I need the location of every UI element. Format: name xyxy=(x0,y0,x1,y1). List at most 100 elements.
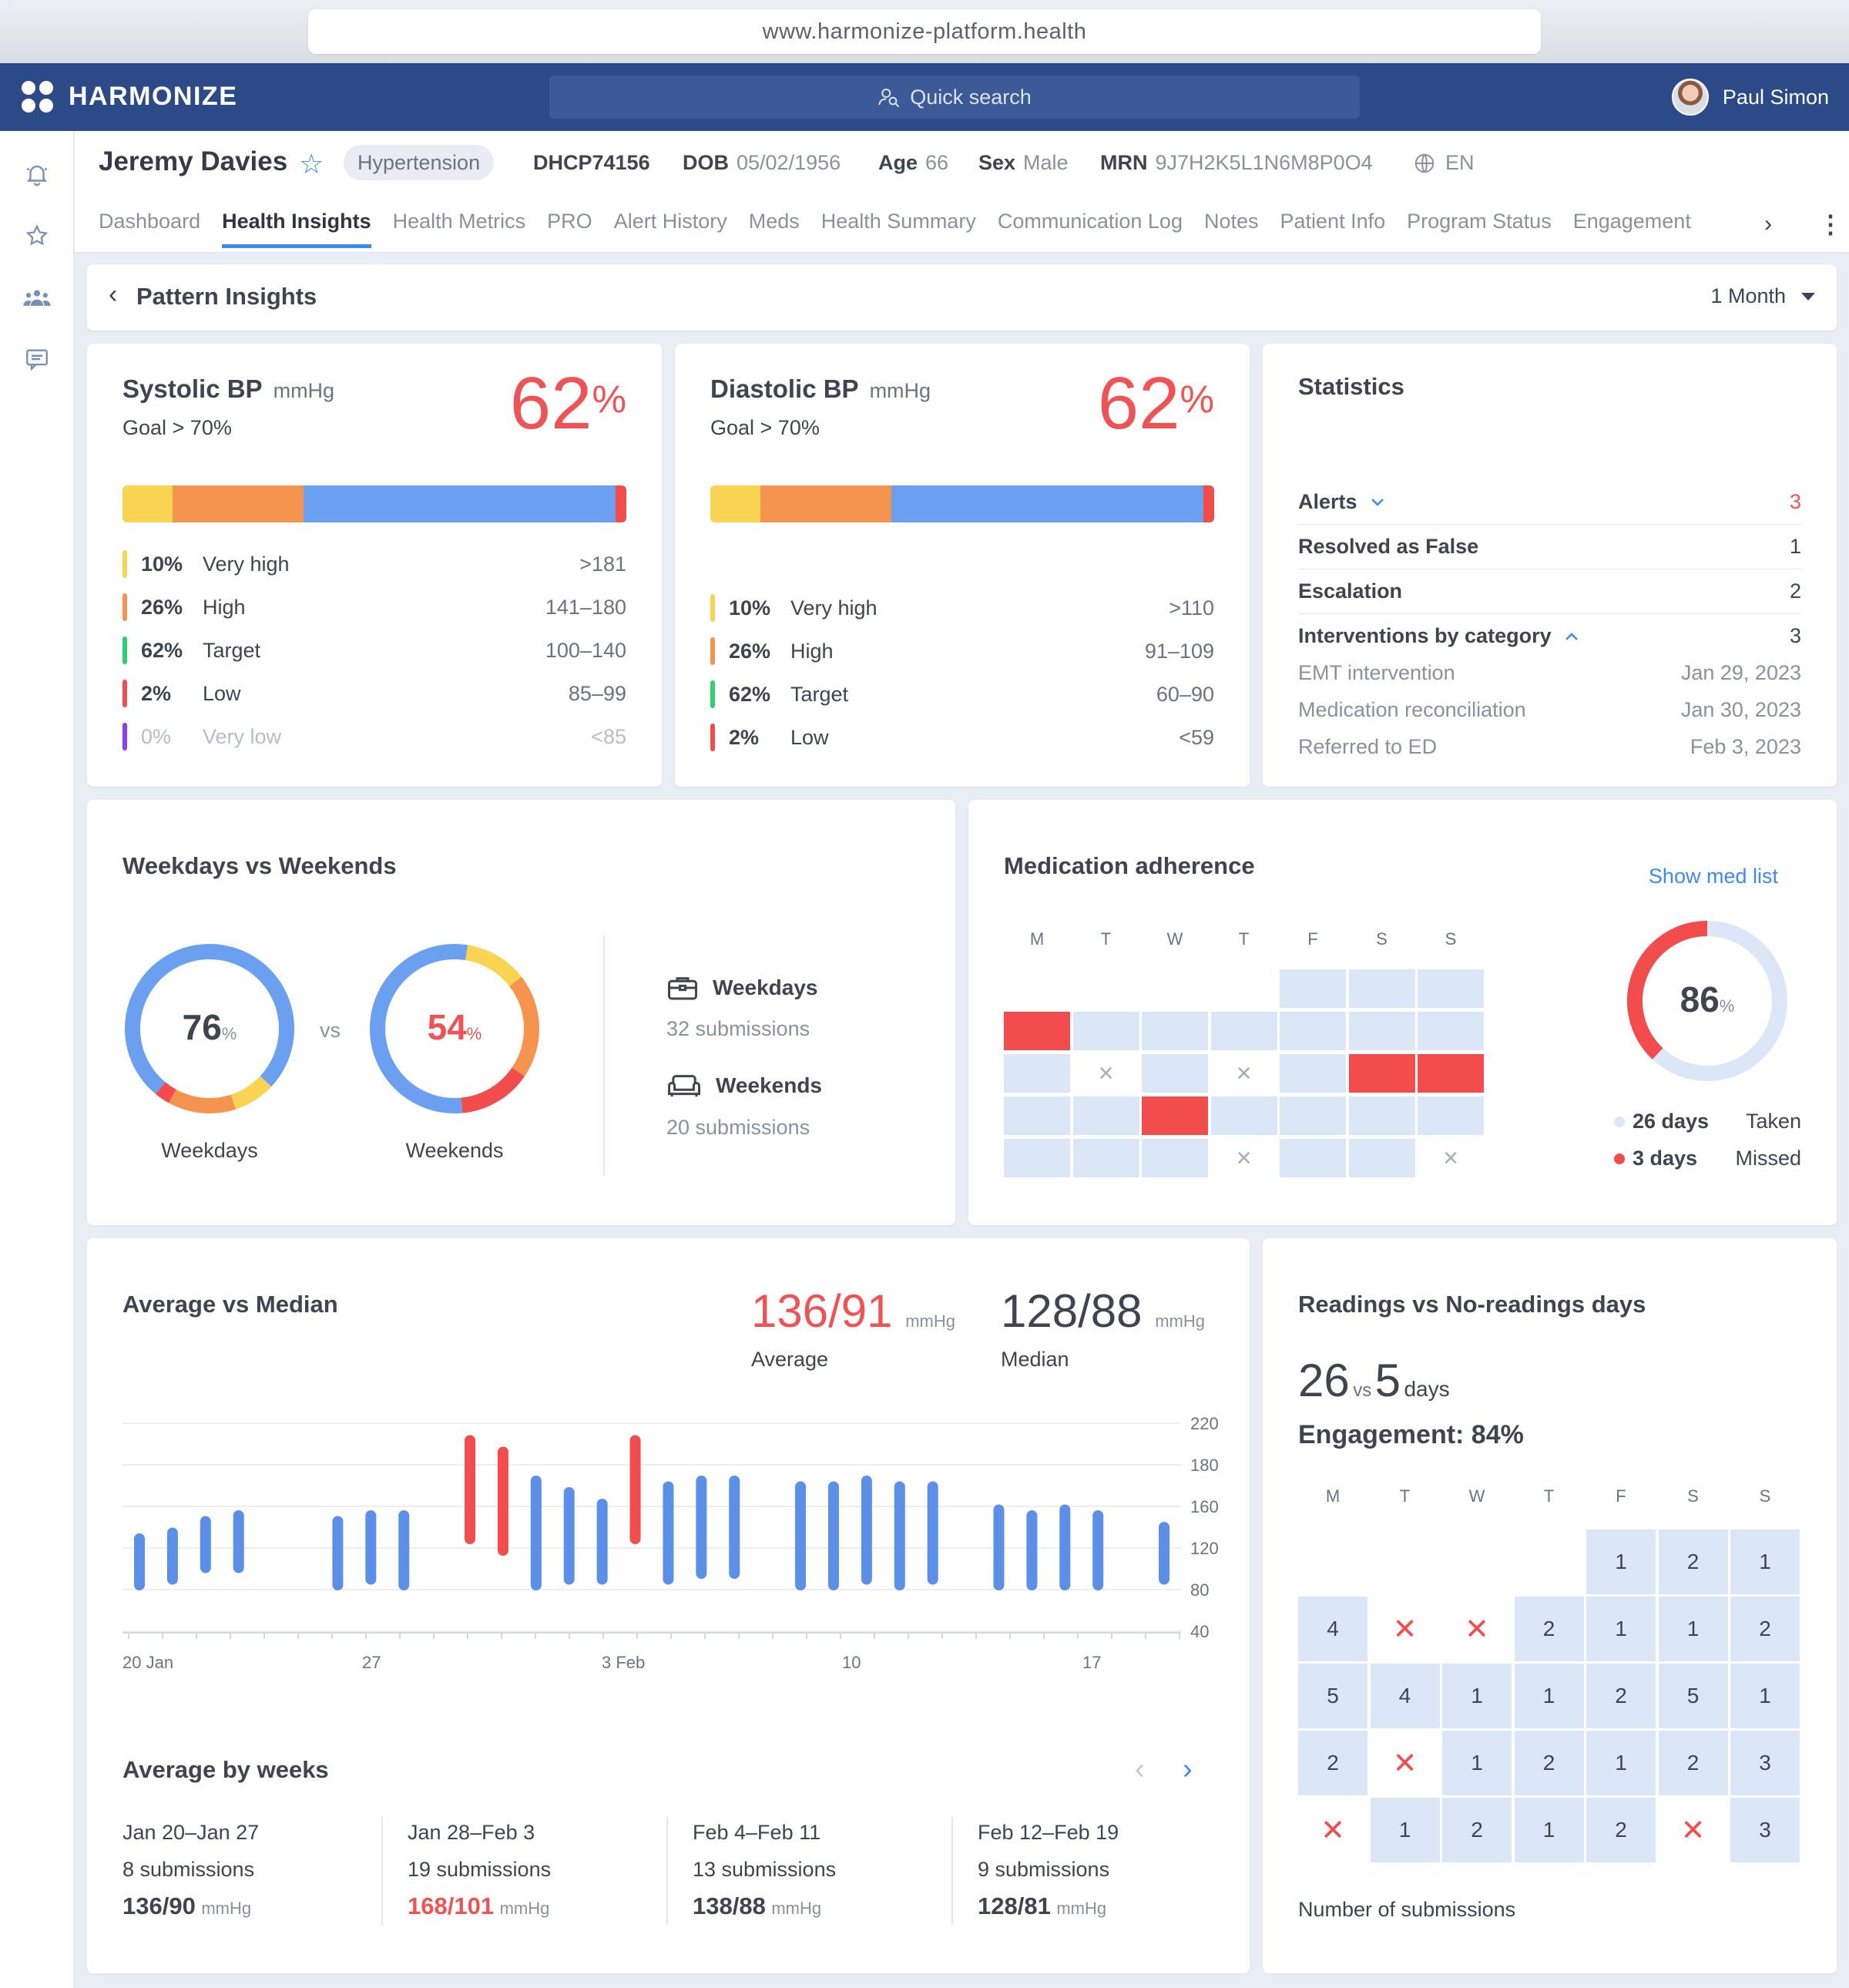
globe-icon xyxy=(1414,153,1435,173)
weekday-header: T xyxy=(1399,1486,1411,1506)
y-tick-label: 80 xyxy=(1190,1580,1209,1600)
range-values: >181 xyxy=(579,552,626,576)
reading-count-cell: 1 xyxy=(1442,1664,1512,1728)
systolic-percent-sign: % xyxy=(592,378,626,421)
taken-day-cell xyxy=(1280,1139,1346,1177)
range-label: High xyxy=(790,639,834,663)
no-readings-days: 5 xyxy=(1374,1355,1401,1406)
url-bar[interactable]: www.harmonize-platform.health xyxy=(308,9,1541,54)
message-icon[interactable] xyxy=(22,344,52,374)
diastolic-percent-value: 62 xyxy=(1097,362,1180,445)
range-color-marker xyxy=(122,636,127,664)
period-dropdown[interactable]: 1 Month xyxy=(1710,284,1815,308)
briefcase-icon xyxy=(668,977,697,1000)
weekdays-donut xyxy=(125,944,294,1113)
range-values: 141–180 xyxy=(545,595,626,619)
tab-meds[interactable]: Meds xyxy=(748,210,800,233)
no-data-mark: × xyxy=(1443,1143,1458,1173)
systolic-unit: mmHg xyxy=(273,379,335,402)
weekday-header: T xyxy=(1100,929,1112,949)
week-average-unit: mmHg xyxy=(201,1899,252,1918)
reading-count-cell: 3 xyxy=(1730,1798,1800,1862)
tab-notes[interactable]: Notes xyxy=(1203,210,1259,233)
quick-search-input[interactable]: Quick search xyxy=(549,76,1360,119)
reading-count-cell: 1 xyxy=(1514,1798,1584,1862)
reading-count-cell: 1 xyxy=(1514,1664,1584,1728)
medication-title: Medication adherence xyxy=(1004,852,1255,879)
week-submissions: 19 submissions xyxy=(408,1858,552,1881)
weekdays-percent-sign: % xyxy=(221,1024,237,1043)
bp-range-chart: 220 180 160 120 80 40 20 Jan 27 3 Feb 10 17 xyxy=(122,1414,1219,1670)
star-icon[interactable] xyxy=(22,220,52,251)
show-med-list-link[interactable]: Show med list xyxy=(1648,865,1778,888)
escalation-count: 2 xyxy=(1789,579,1801,603)
taken-legend: 26 days xyxy=(1614,1110,1709,1133)
tab-health-metrics[interactable]: Health Metrics xyxy=(392,210,526,233)
x-tick-label: 27 xyxy=(362,1653,381,1670)
patients-group-icon[interactable] xyxy=(22,282,52,313)
tab-dashboard[interactable]: Dashboard xyxy=(99,210,201,233)
resolved-count: 1 xyxy=(1789,535,1801,558)
weekdays-label: Weekdays xyxy=(161,1139,258,1162)
next-week-chevron-icon[interactable]: › xyxy=(1183,1753,1193,1785)
statistics-card: Statistics Alerts 3 Resolved as False 1 … xyxy=(1263,344,1837,787)
user-menu[interactable]: Paul Simon xyxy=(1671,79,1829,116)
interventions-row[interactable]: Interventions by category 3 xyxy=(1298,624,1801,648)
taken-day-cell xyxy=(1348,1139,1415,1177)
prev-week-chevron-icon[interactable]: ‹ xyxy=(1135,1753,1145,1785)
favorite-star-icon[interactable]: ☆ xyxy=(299,148,324,180)
weekends-label: Weekends xyxy=(405,1139,504,1162)
week-average-value: 168/101 xyxy=(408,1892,495,1919)
back-chevron-icon[interactable]: ‹ xyxy=(109,280,118,309)
tab-program-status[interactable]: Program Status xyxy=(1407,210,1552,233)
tab-alert-history[interactable]: Alert History xyxy=(613,210,727,233)
y-tick-label: 160 xyxy=(1190,1497,1219,1516)
tab-health-insights[interactable]: Health Insights xyxy=(222,210,371,248)
y-tick-label: 220 xyxy=(1190,1414,1219,1433)
week-range: Jan 20–Jan 27 xyxy=(122,1821,260,1844)
missed-day-cell xyxy=(1004,1012,1070,1050)
taken-day-cell xyxy=(1004,1139,1070,1177)
readings-vs: vs xyxy=(1353,1380,1372,1401)
bell-alert-icon[interactable] xyxy=(22,159,52,190)
divider xyxy=(666,1817,668,1925)
range-row: 26% High 91–109 xyxy=(710,637,1214,665)
tab-pro[interactable]: PRO xyxy=(547,210,592,233)
taken-day-cell xyxy=(1280,1096,1346,1135)
app-logo[interactable]: HARMONIZE xyxy=(22,81,237,112)
reading-count-cell: 2 xyxy=(1658,1731,1728,1795)
reading-count-cell: 5 xyxy=(1658,1664,1728,1728)
average-median-title: Average vs Median xyxy=(122,1291,338,1318)
donut-segment xyxy=(125,944,294,1094)
alerts-row[interactable]: Alerts 3 xyxy=(1298,490,1801,514)
chevron-up-icon xyxy=(1565,632,1578,640)
range-label: Very high xyxy=(790,596,878,620)
tab-patient-info[interactable]: Patient Info xyxy=(1280,210,1386,233)
intervention-label: Medication reconciliation xyxy=(1298,698,1526,721)
tab-engagement[interactable]: Engagement xyxy=(1572,210,1691,233)
weekday-header: S xyxy=(1687,1486,1699,1506)
reading-count-cell: 2 xyxy=(1586,1664,1656,1728)
search-user-icon xyxy=(878,89,900,108)
distribution-segment xyxy=(891,485,1203,522)
weekends-submissions: 20 submissions xyxy=(666,1116,810,1139)
tab-communication-log[interactable]: Communication Log xyxy=(997,210,1183,233)
range-values: 85–99 xyxy=(568,681,626,705)
week-average: 168/101 mmHg xyxy=(408,1888,551,1927)
tabs-next-chevron-icon[interactable]: › xyxy=(1764,211,1772,237)
language-selector[interactable]: EN xyxy=(1413,151,1475,175)
diastolic-title-group: Diastolic BP mmHg xyxy=(710,374,931,404)
x-tick-label: 10 xyxy=(842,1653,861,1670)
weekends-summary-title: Weekends xyxy=(716,1073,822,1097)
more-vertical-icon[interactable]: ⋮ xyxy=(1818,210,1843,238)
week-range: Feb 12–Feb 19 xyxy=(978,1821,1119,1844)
divider xyxy=(381,1817,383,1925)
week-range: Feb 4–Feb 11 xyxy=(693,1821,821,1844)
condition-chip: Hypertension xyxy=(344,145,495,180)
week-summary: Feb 4–Feb 11 13 submissions 138/88 mmHg xyxy=(693,1814,836,1927)
range-row: 62% Target 60–90 xyxy=(710,680,1214,708)
tab-health-summary[interactable]: Health Summary xyxy=(820,210,976,233)
range-percent: 62% xyxy=(141,638,183,662)
systolic-card: Systolic BP mmHg Goal > 70% 62% 10% Very … xyxy=(87,344,662,787)
range-percent: 10% xyxy=(141,552,183,576)
